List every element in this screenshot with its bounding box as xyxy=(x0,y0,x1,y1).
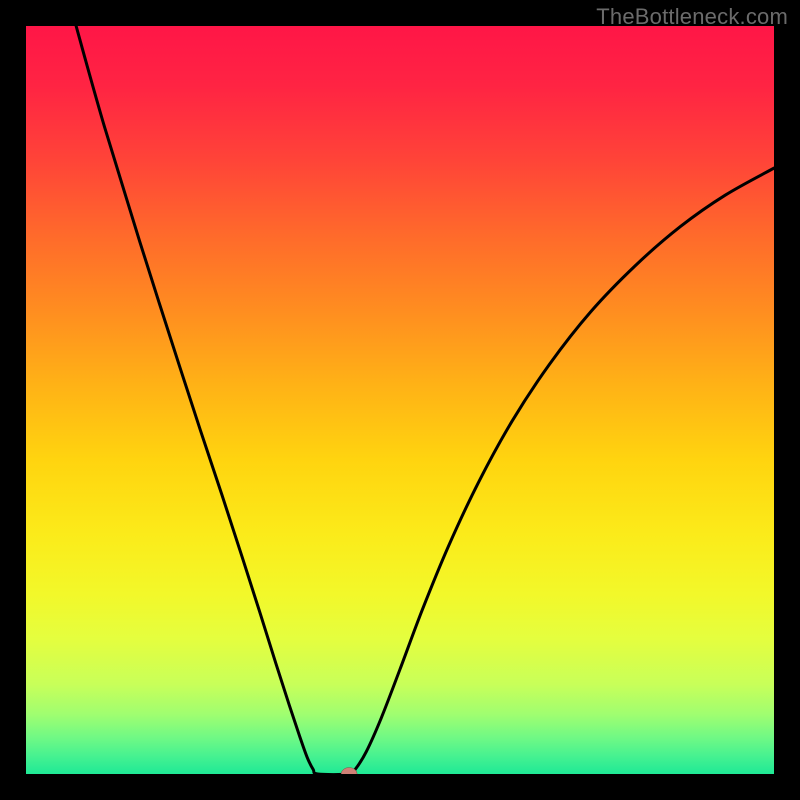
chart-frame xyxy=(25,25,775,775)
chart-curve-svg xyxy=(26,26,774,774)
watermark-text: TheBottleneck.com xyxy=(596,4,788,30)
chart-plot-area xyxy=(26,26,774,774)
bottleneck-curve xyxy=(76,26,774,774)
